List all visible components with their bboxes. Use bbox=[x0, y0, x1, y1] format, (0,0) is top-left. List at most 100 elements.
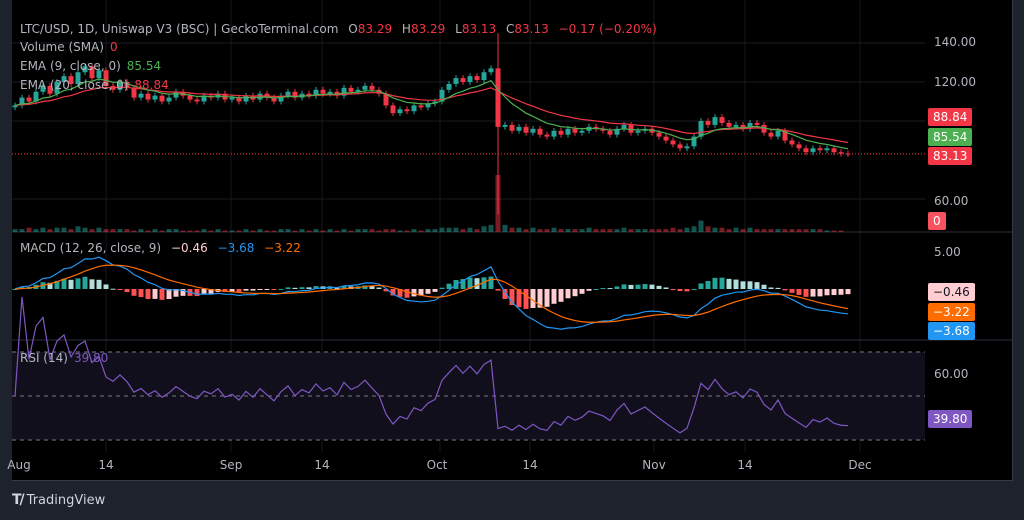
macd-histogram-bar bbox=[425, 289, 431, 294]
macd-histogram-bar bbox=[404, 289, 410, 298]
candle-body bbox=[362, 85, 368, 90]
candle-body bbox=[320, 89, 326, 94]
volume-bar bbox=[96, 227, 102, 232]
macd-histogram-bar bbox=[292, 287, 298, 289]
macd-histogram-bar bbox=[103, 284, 109, 289]
ohlc-open: O83.29 bbox=[348, 22, 393, 36]
volume-bar bbox=[439, 227, 445, 232]
macd-histogram-bar bbox=[551, 289, 557, 304]
time-tick: Oct bbox=[426, 458, 448, 472]
volume-bar bbox=[586, 227, 592, 232]
macd-histogram-bar bbox=[579, 289, 585, 294]
candle-body bbox=[572, 128, 578, 133]
macd-histogram-bar bbox=[719, 277, 725, 289]
candle-body bbox=[425, 103, 431, 108]
candle-body bbox=[432, 101, 438, 104]
macd-histogram-bar bbox=[768, 287, 774, 289]
candle-body bbox=[775, 130, 781, 137]
volume-bar bbox=[131, 230, 137, 232]
candle-body bbox=[236, 97, 242, 102]
macd-histogram-bar bbox=[705, 281, 711, 289]
volume-bar bbox=[684, 227, 690, 232]
volume-bar bbox=[635, 229, 641, 232]
volume-bar bbox=[222, 230, 228, 232]
candle-body bbox=[40, 85, 46, 92]
price-tick: 120.00 bbox=[934, 75, 976, 89]
ema20-line bbox=[14, 86, 849, 144]
volume-bar bbox=[516, 227, 522, 232]
macd-histogram-bar bbox=[180, 289, 186, 296]
candle-body bbox=[131, 87, 137, 98]
volume-bar bbox=[537, 229, 543, 232]
macd-legend[interactable]: MACD (12, 26, close, 9) −0.46 −3.68 −3.2… bbox=[20, 241, 307, 255]
volume-bar bbox=[824, 230, 830, 232]
macd-histogram-bar bbox=[145, 289, 151, 299]
macd-signal-line bbox=[14, 264, 849, 323]
macd-histogram-bar bbox=[117, 289, 123, 290]
volume-bar bbox=[117, 229, 123, 232]
macd-histogram-bar bbox=[82, 276, 88, 289]
macd-histogram-bar bbox=[677, 289, 683, 292]
candle-body bbox=[628, 124, 634, 133]
ema20-legend[interactable]: EMA (20, close, 0) 88.84 bbox=[20, 78, 175, 92]
candle-body bbox=[593, 126, 599, 129]
candle-body bbox=[89, 66, 95, 79]
candle-body bbox=[201, 95, 207, 102]
candle-body bbox=[558, 130, 564, 135]
candle-body bbox=[698, 121, 704, 137]
ema9-legend[interactable]: EMA (9, close, 0) 85.54 bbox=[20, 59, 167, 73]
volume-bar bbox=[33, 229, 39, 232]
macd-histogram-bar bbox=[446, 283, 452, 289]
rsi-line bbox=[14, 296, 849, 434]
macd-histogram-bar bbox=[516, 289, 522, 308]
candle-body bbox=[488, 68, 494, 73]
macd-histogram-bar bbox=[397, 289, 403, 297]
macd-histogram-bar bbox=[68, 279, 74, 289]
candle-body bbox=[285, 91, 291, 96]
macd-histogram-bar bbox=[712, 277, 718, 289]
volume-bar bbox=[649, 229, 655, 232]
chart-area[interactable] bbox=[12, 0, 1013, 481]
volume-bar bbox=[68, 229, 74, 232]
volume-bar bbox=[481, 226, 487, 232]
volume-legend[interactable]: Volume (SMA) 0 bbox=[20, 40, 124, 54]
macd-histogram-bar bbox=[306, 287, 312, 289]
time-tick: 14 bbox=[314, 458, 330, 472]
volume-bar bbox=[61, 227, 67, 232]
volume-bar bbox=[691, 226, 697, 232]
volume-bar bbox=[26, 227, 32, 232]
chart-canvas[interactable] bbox=[12, 0, 1012, 480]
candle-body bbox=[292, 91, 298, 98]
ema20-legend-label: EMA (20, close, 0) bbox=[20, 78, 129, 92]
rsi-legend[interactable]: RSI (14) 39.80 bbox=[20, 351, 114, 365]
symbol-legend: LTC/USD, 1D, Uniswap V3 (BSC) | GeckoTer… bbox=[20, 22, 663, 36]
macd-histogram-bar bbox=[642, 284, 648, 289]
volume-bar bbox=[243, 229, 249, 232]
volume-bar bbox=[803, 229, 809, 232]
volume-bar bbox=[600, 229, 606, 232]
time-tick: Sep bbox=[219, 458, 243, 472]
candle-body bbox=[817, 148, 823, 151]
macd-histogram-bar bbox=[201, 289, 207, 295]
macd-histogram-bar bbox=[572, 289, 578, 297]
ema9-legend-value: 85.54 bbox=[126, 59, 162, 73]
time-tick: 14 bbox=[737, 458, 753, 472]
volume-bar bbox=[446, 227, 452, 232]
volume-bar bbox=[523, 229, 529, 232]
volume-bar bbox=[775, 229, 781, 232]
macd-histogram-bar bbox=[481, 277, 487, 289]
macd-histogram-bar bbox=[600, 288, 606, 290]
candle-body bbox=[404, 109, 410, 112]
tradingview-logo[interactable]: T/ TradingView bbox=[12, 492, 105, 508]
last-price-badge: 83.13 bbox=[928, 147, 973, 165]
macd-histogram-bar bbox=[537, 289, 543, 308]
candle-body bbox=[369, 85, 375, 90]
volume-bar bbox=[705, 226, 711, 232]
candle-body bbox=[523, 126, 529, 133]
price-tick: 140.00 bbox=[934, 35, 976, 49]
candle-body bbox=[390, 105, 396, 114]
macd-histogram-bar bbox=[817, 289, 823, 297]
macd-histogram-bar bbox=[544, 289, 550, 307]
ohlc-low: L83.13 bbox=[455, 22, 497, 36]
volume-bar bbox=[82, 227, 88, 232]
